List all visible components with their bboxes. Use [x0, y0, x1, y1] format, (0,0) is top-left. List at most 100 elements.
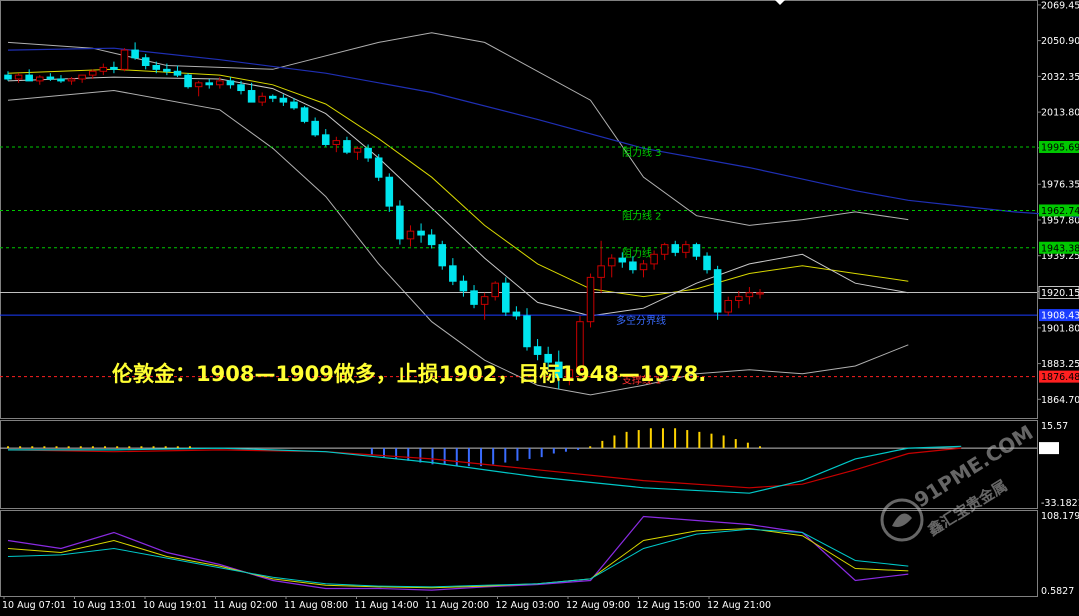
level-price-box: [1039, 140, 1079, 153]
stoch-tick-label: 0.5827: [1041, 586, 1074, 597]
moving-average-fast-line: [7, 68, 909, 298]
stoch-d-line: [7, 527, 909, 589]
watermark-logo-icon: [880, 498, 924, 542]
y-tick-label: 2032.35: [1041, 72, 1079, 83]
stoch-tick-label: 108.1793: [1041, 511, 1079, 522]
stoch-k-line: [7, 515, 909, 591]
candle-body: [300, 107, 309, 122]
candle-body: [110, 66, 118, 70]
level-name-label: 阻力线 2: [622, 209, 662, 222]
candle-body: [57, 78, 65, 82]
candle-body: [343, 140, 351, 153]
candle-body: [332, 140, 341, 145]
level-price-box: [1039, 241, 1079, 254]
x-tick-label: 10 Aug 13:01: [73, 600, 137, 611]
candle-body: [660, 244, 669, 255]
candle-body: [480, 296, 489, 305]
candle-body: [406, 230, 415, 240]
level-price-box: [1039, 309, 1079, 322]
candle-body: [311, 120, 319, 136]
x-tick-label: 12 Aug 03:00: [496, 600, 560, 611]
candle-body: [692, 244, 701, 257]
candle-body: [99, 66, 108, 72]
macd-panel-border: [0, 420, 1038, 509]
candle-body: [67, 78, 76, 82]
y-tick-label: 2050.90: [1041, 36, 1079, 47]
candle-body: [258, 95, 266, 103]
level-name-label: 多空分界线: [616, 314, 666, 327]
candle-body: [4, 74, 12, 80]
candle-body: [682, 244, 690, 253]
candle-body: [491, 282, 499, 298]
candle-body: [703, 255, 711, 271]
candle-body: [671, 244, 680, 253]
candle-body: [290, 101, 298, 109]
candle-body: [724, 299, 733, 313]
x-tick-label: 11 Aug 20:00: [425, 600, 489, 611]
candle-body: [184, 74, 192, 88]
candle-body: [14, 74, 23, 80]
level-price-label: 1908.43: [1041, 311, 1079, 322]
level-price-box: [1039, 370, 1079, 383]
scroll-marker-icon: [775, 0, 785, 5]
y-tick-label: 1883.25: [1041, 359, 1079, 370]
macd-main-line: [8, 445, 962, 494]
candle-body: [639, 263, 648, 271]
candle-body: [35, 76, 44, 82]
candle-body: [459, 280, 468, 292]
level-price-label: 1962.74: [1041, 206, 1079, 217]
y-tick-label: 1864.70: [1041, 395, 1079, 406]
candle-body: [470, 290, 478, 305]
candle-body: [353, 147, 362, 153]
candle-body: [385, 176, 394, 207]
candle-body: [247, 90, 256, 103]
level-price-label: 1943.38: [1041, 243, 1079, 254]
stoch-panel-border: [0, 510, 1038, 597]
candle-body: [194, 82, 203, 88]
candle-body: [216, 80, 224, 86]
candle-body: [523, 315, 531, 348]
macd-signal-line: [7, 447, 962, 489]
x-tick-label: 11 Aug 14:00: [355, 600, 419, 611]
candle-body: [554, 361, 563, 379]
level-name-label: 阻力线: [622, 247, 652, 260]
candle-body: [163, 68, 171, 72]
candle-body: [279, 97, 288, 103]
candle-body: [597, 265, 605, 278]
x-tick-label: 10 Aug 19:01: [143, 600, 207, 611]
level-price-box: [1038, 286, 1079, 300]
candle-body: [321, 134, 330, 145]
candle-body: [565, 369, 574, 379]
bollinger-lower-line: [7, 89, 909, 396]
y-tick-label: 2013.80: [1041, 108, 1079, 119]
candle-body: [88, 70, 97, 76]
moving-average-slow-line: [7, 47, 1079, 219]
candle-body: [364, 147, 372, 159]
y-tick-label: 1976.35: [1041, 180, 1079, 191]
trade-annotation: 伦敦金：1908—1909做多，止损1902，目标1948—1978.: [112, 362, 707, 386]
candle-body: [438, 244, 447, 267]
x-tick-label: 12 Aug 09:00: [566, 600, 630, 611]
candle-body: [618, 257, 627, 263]
level-price-label: 1995.69: [1041, 142, 1079, 153]
candle-body: [629, 261, 637, 271]
watermark-logo-mark-icon: [892, 513, 912, 527]
stoch-j-line: [7, 528, 909, 588]
level-price-label: 1920.15: [1041, 288, 1079, 299]
candle-body: [502, 282, 510, 313]
macd-tick-label: 15.57: [1041, 421, 1068, 432]
y-tick-label: 1901.80: [1041, 323, 1079, 334]
level-name-label: 阻力线 3: [622, 146, 662, 159]
candle-body: [78, 74, 86, 80]
candle-body: [374, 157, 383, 178]
candle-body: [226, 80, 235, 86]
candle-body: [173, 70, 182, 76]
main-panel-border: [0, 0, 1038, 419]
candle-body: [544, 353, 552, 363]
candle-body: [131, 49, 139, 59]
level-price-label: 1876.48: [1041, 372, 1079, 383]
moving-average-mid-line: [7, 76, 909, 317]
